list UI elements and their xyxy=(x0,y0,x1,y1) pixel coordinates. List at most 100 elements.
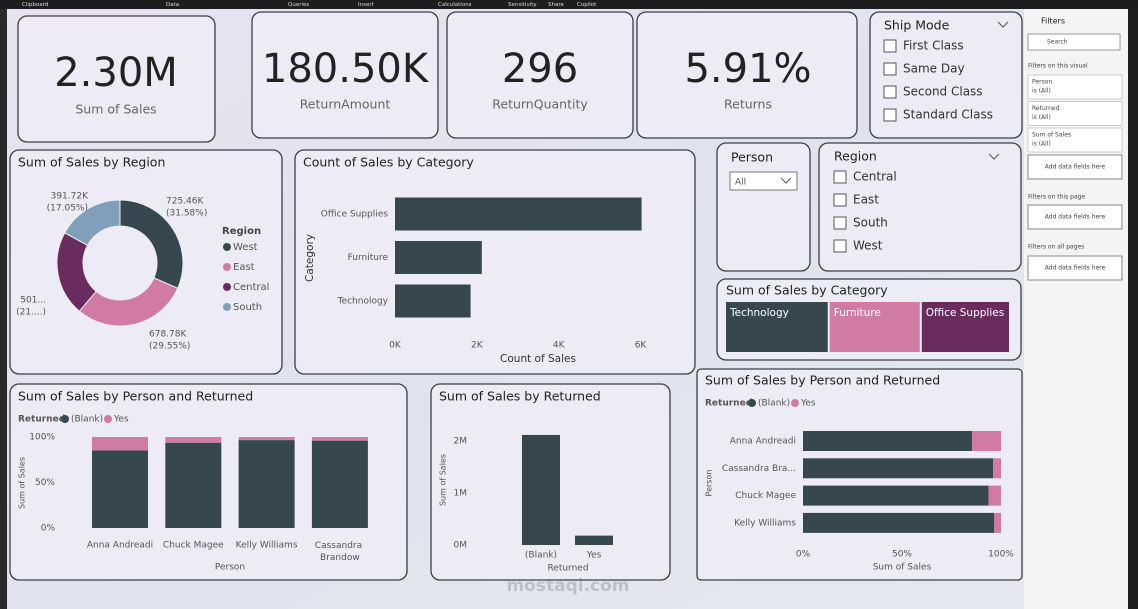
checkbox[interactable] xyxy=(833,193,847,207)
data-label: 391.72K xyxy=(51,192,89,202)
bar-segment xyxy=(165,442,222,528)
drop-zone-label[interactable]: Add data fields here xyxy=(1045,214,1106,221)
axis-title: Sum of Sales xyxy=(439,454,448,506)
legend-marker xyxy=(104,415,112,423)
slicer-option[interactable]: Second Class xyxy=(903,85,983,99)
filter-state[interactable]: is (All) xyxy=(1032,88,1051,95)
card xyxy=(17,15,216,143)
section-heading: Filters on this visual xyxy=(1028,63,1088,70)
bar-segment xyxy=(238,440,295,528)
treemap-tile xyxy=(829,302,920,352)
tile-label: Technology xyxy=(729,307,789,319)
axis-title: Count of Sales xyxy=(500,353,576,365)
search-placeholder[interactable]: Search xyxy=(1047,39,1068,46)
x-tick-label: (Blank) xyxy=(525,551,557,561)
bar-segment xyxy=(165,437,222,443)
drop-zone[interactable] xyxy=(1027,255,1123,281)
x-tick-label: Yes xyxy=(586,551,602,561)
legend-entry: Yes xyxy=(800,399,816,409)
card xyxy=(636,11,858,139)
axis-title: Category xyxy=(304,234,316,282)
drop-zone[interactable] xyxy=(1027,154,1123,180)
dropdown[interactable] xyxy=(729,171,798,191)
legend-marker xyxy=(223,243,231,251)
filter-card[interactable] xyxy=(1027,127,1123,153)
y-tick-label: Technology xyxy=(337,297,389,307)
y-tick-label: 50% xyxy=(35,478,55,488)
slicer-option[interactable]: Central xyxy=(853,170,897,184)
x-tick-label: 0K xyxy=(389,341,402,351)
checkbox[interactable] xyxy=(883,39,897,53)
filter-name[interactable]: Sum of Sales xyxy=(1032,132,1071,139)
legend-marker xyxy=(791,399,799,407)
filter-name[interactable]: Returned xyxy=(1032,105,1060,112)
slicer-option[interactable]: East xyxy=(853,193,879,207)
ribbon-tab[interactable]: Copilot xyxy=(577,2,597,8)
x-tick-label: 0% xyxy=(796,550,811,560)
slicer xyxy=(818,142,1022,272)
ribbon-tab[interactable]: Share xyxy=(548,2,564,8)
data-label: 678.78K xyxy=(149,330,187,340)
legend-entry: Yes xyxy=(113,415,129,425)
treemap-tile xyxy=(921,302,1009,352)
legend-entry: Central xyxy=(233,282,269,293)
bar-segment xyxy=(994,512,1001,533)
treemap-tile xyxy=(726,302,828,352)
slicer-option[interactable]: Standard Class xyxy=(903,108,993,122)
filter-card[interactable] xyxy=(1027,74,1123,100)
data-label: (17.05%) xyxy=(47,204,88,214)
filter-state[interactable]: is (All) xyxy=(1032,141,1051,148)
visual-title: Sum of Sales by Returned xyxy=(439,389,601,404)
ribbon-tab[interactable]: Calculations xyxy=(438,2,472,8)
slicer-title: Ship Mode xyxy=(884,18,950,33)
tile-label: Office Supplies xyxy=(926,307,1004,319)
visual xyxy=(9,149,283,375)
drop-zone[interactable] xyxy=(1027,204,1123,230)
x-tick-label: 50% xyxy=(892,550,912,560)
slicer-option[interactable]: West xyxy=(853,239,883,253)
checkbox[interactable] xyxy=(833,239,847,253)
ribbon-tab[interactable]: Data xyxy=(166,2,179,8)
chevron xyxy=(780,177,792,184)
checkbox[interactable] xyxy=(883,62,897,76)
checkbox[interactable] xyxy=(833,216,847,230)
x-tick-label: Chuck Magee xyxy=(163,541,224,551)
legend-entry: West xyxy=(233,242,258,253)
checkbox[interactable] xyxy=(883,108,897,122)
y-tick-label: Cassandra Bra... xyxy=(722,464,796,474)
dropdown-value[interactable]: All xyxy=(735,178,746,188)
data-label: 725.46K xyxy=(166,197,204,207)
checkbox[interactable] xyxy=(883,85,897,99)
card-value: 2.30M xyxy=(54,50,178,96)
drop-zone-label[interactable]: Add data fields here xyxy=(1045,265,1106,272)
section-heading: Filters on this page xyxy=(1028,194,1085,201)
left-rail xyxy=(0,9,7,609)
data-label: (29.55%) xyxy=(149,342,190,352)
bar-segment xyxy=(92,450,148,528)
x-tick-label: 100% xyxy=(988,550,1014,560)
y-tick-label: Furniture xyxy=(348,253,389,263)
bar-segment xyxy=(803,458,994,479)
bar-segment xyxy=(803,485,989,506)
search-box[interactable] xyxy=(1027,33,1121,51)
ribbon-tab[interactable]: Queries xyxy=(288,2,309,8)
bar-segment xyxy=(803,512,995,533)
slicer-option[interactable]: Same Day xyxy=(903,62,965,76)
slicer-option[interactable]: South xyxy=(853,216,888,230)
drop-zone-label[interactable]: Add data fields here xyxy=(1045,164,1106,171)
ribbon-tab[interactable]: Insert xyxy=(358,2,375,8)
y-tick-label: 2M xyxy=(454,437,468,447)
filter-card[interactable] xyxy=(1027,101,1123,126)
ribbon-tab[interactable]: Clipboard xyxy=(22,2,48,8)
bar xyxy=(395,284,471,318)
legend-title: Returned xyxy=(705,399,752,409)
slicer-option[interactable]: First Class xyxy=(903,39,964,53)
filter-state[interactable]: is (All) xyxy=(1032,114,1051,121)
slicer-title: Region xyxy=(834,149,877,164)
filter-name[interactable]: Person xyxy=(1032,79,1052,86)
ribbon-tab[interactable]: Sensitivity xyxy=(508,2,537,8)
card xyxy=(446,11,634,139)
watermark: mostaql.com xyxy=(506,576,629,596)
checkbox[interactable] xyxy=(833,170,847,184)
card-label: Returns xyxy=(724,97,772,112)
